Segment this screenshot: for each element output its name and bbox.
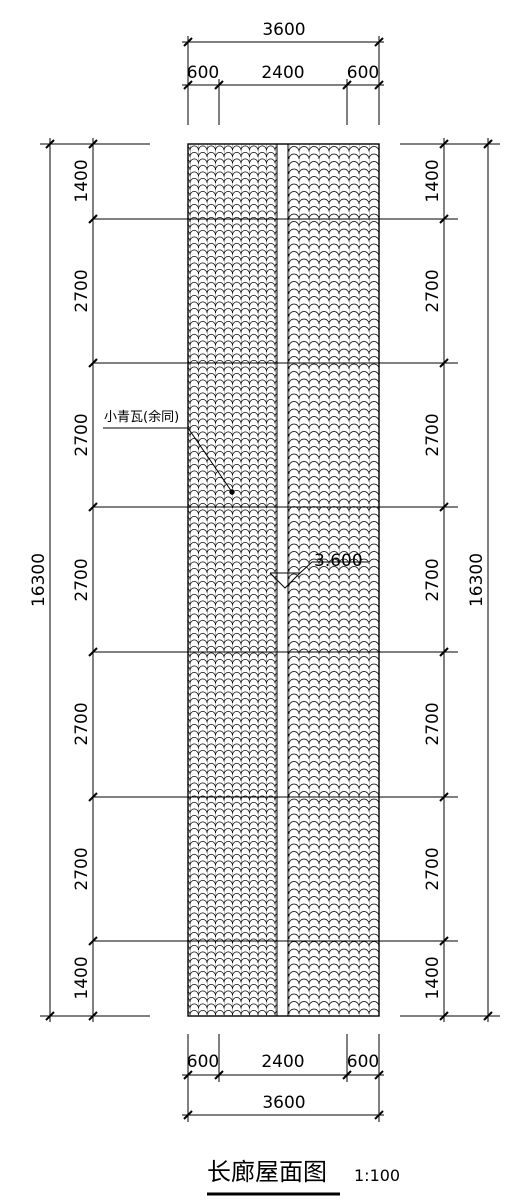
top-dim-right: 600 — [347, 63, 379, 83]
material-note: 小青瓦(余同) — [104, 409, 179, 425]
top-dim-left: 600 — [187, 63, 219, 83]
bottom-dim-left: 600 — [187, 1052, 219, 1072]
left-dim-seg-4: 2700 — [72, 558, 92, 601]
top-dim-mid: 2400 — [261, 63, 304, 83]
top-dim-total: 3600 — [262, 20, 305, 40]
left-dim-seg-1: 1400 — [72, 159, 92, 202]
top-dimensions — [182, 36, 384, 125]
bottom-dim-mid: 2400 — [261, 1052, 304, 1072]
bottom-dimensions — [182, 1034, 384, 1122]
ridge-elevation: 3.600 — [314, 551, 363, 571]
elevation-symbol — [269, 561, 368, 589]
right-dim-seg-7: 1400 — [423, 956, 443, 999]
left-dim-seg-7: 1400 — [72, 956, 92, 999]
right-dim-seg-4: 2700 — [423, 558, 443, 601]
left-dim-seg-3: 2700 — [72, 413, 92, 456]
right-dim-seg-2: 2700 — [423, 269, 443, 312]
right-dim-seg-3: 2700 — [423, 413, 443, 456]
bottom-dim-total: 3600 — [262, 1093, 305, 1113]
roof-plan — [187, 143, 380, 1017]
drawing-title: 长廊屋面图 — [207, 1158, 327, 1186]
right-dim-seg-5: 2700 — [423, 702, 443, 745]
drawing-scale: 1:100 — [354, 1166, 400, 1185]
right-roof-slope — [287, 143, 380, 1017]
roof-outline — [187, 143, 380, 1017]
grid-lines — [40, 143, 500, 1017]
left-dim-seg-2: 2700 — [72, 269, 92, 312]
left-roof-slope — [187, 143, 278, 1017]
bottom-dim-right: 600 — [347, 1052, 379, 1072]
right-dimensions — [439, 138, 493, 1022]
right-dim-total: 16300 — [467, 553, 487, 607]
right-dim-seg-1: 1400 — [423, 159, 443, 202]
ridge-strip — [276, 143, 289, 1017]
material-leader — [103, 427, 235, 495]
left-dim-seg-5: 2700 — [72, 702, 92, 745]
left-dimensions — [45, 138, 98, 1022]
left-dim-total: 16300 — [29, 553, 49, 607]
left-dim-seg-6: 2700 — [72, 847, 92, 890]
right-dim-seg-6: 2700 — [423, 847, 443, 890]
